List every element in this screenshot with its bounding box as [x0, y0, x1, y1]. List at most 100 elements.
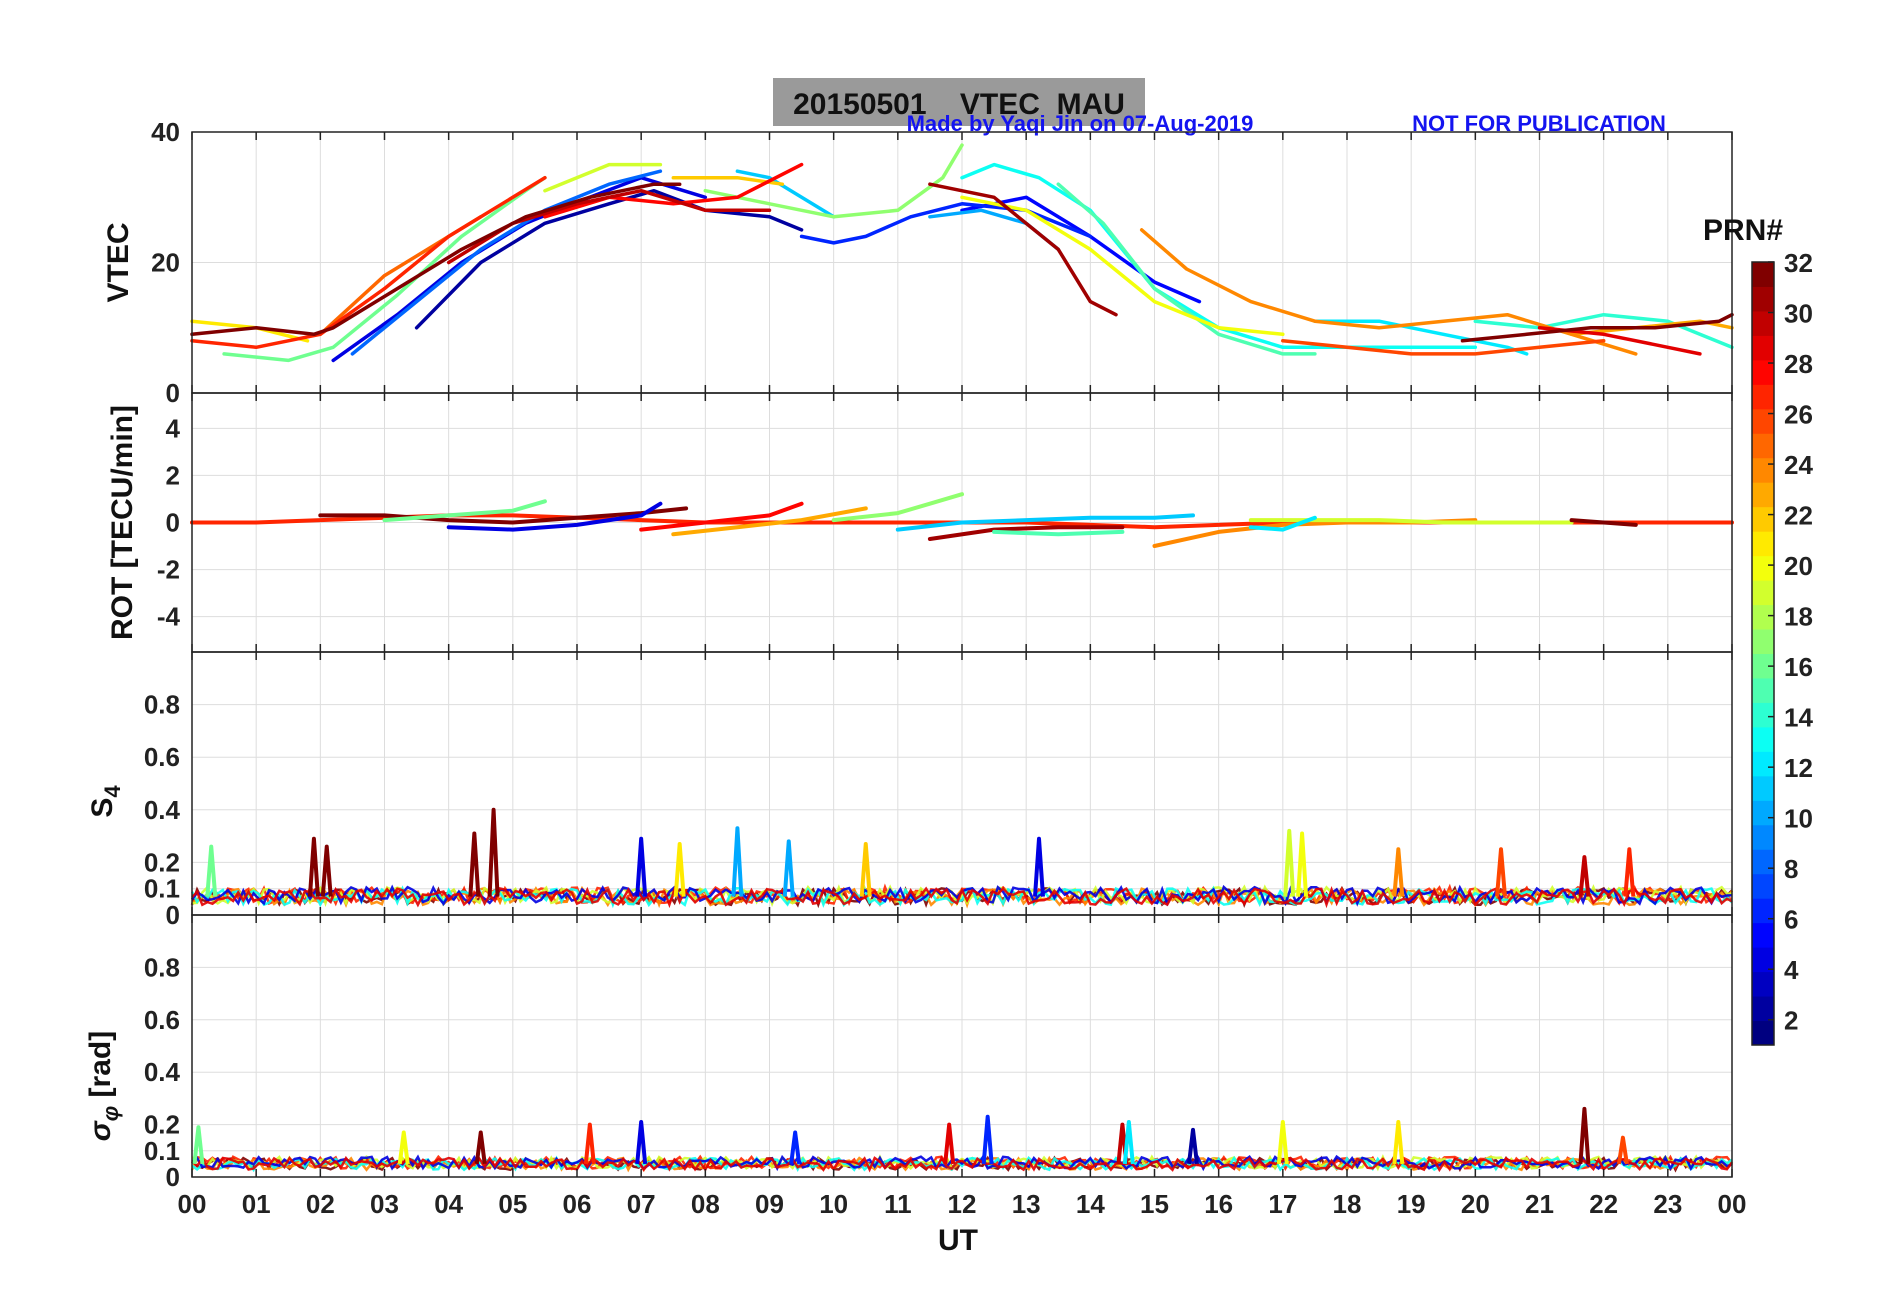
colorbar-tick-label: 10 — [1784, 804, 1813, 834]
spike-prn-26 — [1495, 847, 1507, 897]
panel-sigma_phi: 00.10.2 0.4 0.6 0.8 σφ [rad] — [84, 914, 1734, 1192]
colorbar-segment — [1752, 286, 1774, 312]
x-tick-label: 16 — [1204, 1189, 1233, 1219]
colorbar-segment — [1752, 702, 1774, 728]
title-box — [773, 78, 1145, 126]
x-tick-label: 00 — [1718, 1189, 1747, 1219]
colorbar-tick-label: 30 — [1784, 299, 1813, 329]
colorbar-segment — [1752, 359, 1774, 385]
series-prn-20 — [960, 195, 1285, 337]
spike-prn-27 — [1623, 847, 1636, 897]
series-prn-19 — [543, 162, 663, 193]
series-prn-15 — [992, 529, 1125, 537]
panel-rot: -4 -2 0 2 4 ROT [TECU/min] — [106, 392, 1734, 653]
y-axis-label-rot: ROT [TECU/min] — [106, 405, 139, 640]
y-tick-label: 0 — [166, 900, 180, 930]
spike-prn-10 — [782, 839, 795, 897]
colorbar-segment — [1752, 482, 1774, 508]
spike-prn-32 — [474, 1130, 487, 1165]
x-tick-label: 09 — [755, 1189, 784, 1219]
baseline-band — [190, 885, 1733, 909]
series-prn-32 — [1569, 518, 1638, 527]
spike-prn-32 — [307, 836, 320, 897]
x-tick-label: 06 — [563, 1189, 592, 1219]
baseline-band — [191, 1155, 1734, 1173]
spike-prn-20 — [397, 1130, 410, 1165]
spike-prn-6 — [789, 1130, 802, 1165]
y-tick-label: 0.8 — [144, 690, 180, 720]
colorbar-tick-label: 18 — [1784, 602, 1813, 632]
series-prn-31 — [927, 525, 1125, 541]
colorbar-segment — [1752, 1020, 1774, 1046]
spike-prn-21 — [1392, 1119, 1405, 1165]
colorbar-segment — [1752, 408, 1774, 434]
y-axis-label-text: S — [86, 798, 119, 818]
colorbar-segment — [1752, 849, 1774, 875]
colorbar-tick-label: 26 — [1784, 400, 1813, 430]
x-axis-label: UT — [938, 1224, 978, 1257]
spike-prn-29 — [943, 1122, 956, 1165]
spike-prn-32 — [1578, 1106, 1591, 1165]
colorbar-segment — [1752, 775, 1774, 801]
series-prn-23 — [671, 506, 868, 537]
colorbar-segment — [1752, 580, 1774, 606]
y-axis-label-subscript: 4 — [100, 785, 125, 798]
spike-prn-32 — [468, 831, 481, 897]
colorbar-label: PRN# — [1703, 214, 1783, 247]
series-prn-32 — [190, 182, 682, 337]
colorbar-segment — [1752, 310, 1774, 336]
y-tick-label: 0.4 — [144, 795, 181, 825]
series-prn-28 — [639, 501, 804, 532]
series-prn-16 — [382, 499, 547, 523]
series-prn-4 — [446, 501, 663, 532]
colorbar-tick-label: 8 — [1784, 854, 1798, 884]
colorbar-segment — [1752, 922, 1774, 948]
x-tick-label: 08 — [691, 1189, 720, 1219]
spike-prn-4 — [635, 1119, 648, 1165]
spike-prn-16 — [205, 844, 218, 897]
colorbar-segment — [1752, 262, 1774, 287]
x-tick-label: 23 — [1653, 1189, 1682, 1219]
series-prn-17 — [703, 143, 964, 219]
x-tick-label: 01 — [242, 1189, 271, 1219]
series-prn-11 — [895, 513, 1195, 532]
x-tick-label: 13 — [1012, 1189, 1041, 1219]
spike-prn-4 — [635, 836, 648, 897]
colorbar-tick-label: 4 — [1784, 955, 1799, 985]
panel-s4: 00.10.2 0.4 0.6 0.8 S4 — [86, 651, 1734, 930]
colorbar-segment — [1752, 335, 1774, 361]
x-tick-label: 02 — [306, 1189, 335, 1219]
series-prn-31 — [928, 182, 1118, 317]
y-tick-label: 0.6 — [144, 1005, 180, 1035]
colorbar-segment — [1752, 629, 1774, 654]
y-tick-label: 0.1 — [144, 874, 180, 904]
y-axis-label-unit: [rad] — [84, 1031, 117, 1106]
colorbar-tick-label: 2 — [1784, 1006, 1798, 1036]
y-tick-label: -2 — [157, 555, 180, 585]
baseline-band — [191, 1154, 1733, 1172]
x-tick-label: 03 — [370, 1189, 399, 1219]
colorbar-tick-label: 22 — [1784, 501, 1813, 531]
spike-prn-27 — [583, 1122, 596, 1165]
colorbar-segment — [1752, 604, 1774, 630]
series-prn-14 — [1473, 312, 1734, 350]
series-prn-32 — [1460, 312, 1734, 343]
x-tick-label: 17 — [1268, 1189, 1297, 1219]
colorbar-tick-label: 32 — [1784, 248, 1813, 278]
colorbar-segment — [1752, 653, 1774, 679]
colorbar-segment — [1752, 751, 1774, 777]
x-tick-label: 11 — [884, 1189, 912, 1219]
spike-prn-2 — [1187, 1127, 1199, 1165]
y-axis-label-sigma_phi: σφ [rad] — [84, 1031, 123, 1141]
y-tick-label: 0 — [166, 508, 180, 538]
colorbar-segment — [1752, 384, 1774, 410]
colorbar-segment — [1752, 971, 1774, 997]
colorbar-segment — [1752, 457, 1774, 483]
x-tick-label: 14 — [1076, 1189, 1105, 1219]
spike-prn-32 — [487, 807, 500, 897]
spike-prn-10 — [731, 826, 744, 897]
baseline-band — [191, 886, 1733, 909]
